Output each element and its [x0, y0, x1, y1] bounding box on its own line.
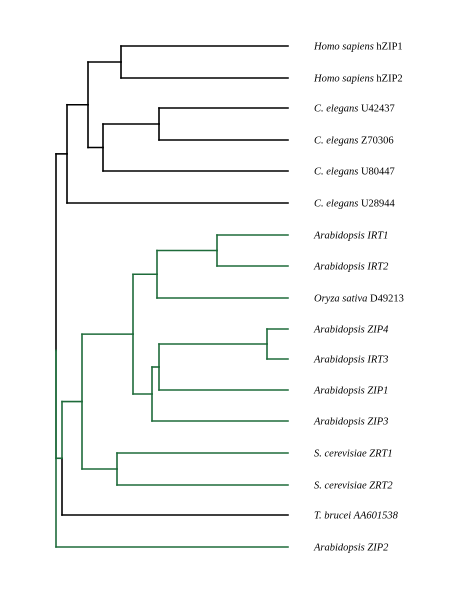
leaf-label-L10: Arabidopsis ZIP4 [313, 325, 389, 336]
accession-id: IRT1 [366, 231, 388, 242]
leaf-label-L12: Arabidopsis ZIP1 [313, 386, 388, 397]
accession-id: ZIP3 [367, 417, 388, 428]
accession-id: IRT3 [366, 355, 388, 366]
leaf-label-L3: C. elegans U42437 [314, 104, 395, 115]
species-name: Arabidopsis [313, 417, 367, 428]
leaf-label-L1: Homo sapiens hZIP1 [313, 42, 403, 53]
accession-id: ZIP4 [367, 325, 389, 336]
accession-id: ZRT2 [369, 481, 393, 492]
species-name: Arabidopsis [313, 325, 367, 336]
leaf-label-L15: S. cerevisiae ZRT2 [314, 481, 393, 492]
species-name: Homo sapiens [313, 42, 376, 53]
leaf-label-L13: Arabidopsis ZIP3 [313, 417, 388, 428]
species-name: Oryza sativa [314, 294, 370, 305]
accession-id: U42437 [361, 104, 395, 115]
accession-id: ZIP2 [367, 543, 389, 554]
accession-id: AA601538 [353, 511, 399, 522]
leaf-label-L7: Arabidopsis IRT1 [313, 231, 388, 242]
accession-id: D49213 [370, 294, 404, 305]
leaf-label-L14: S. cerevisiae ZRT1 [314, 449, 393, 460]
leaf-label-L5: C. elegans U80447 [314, 167, 395, 178]
tree-branches [55, 45, 289, 548]
accession-id: ZIP1 [367, 386, 388, 397]
leaf-label-L4: C. elegans Z70306 [314, 136, 394, 147]
species-name: Arabidopsis [313, 543, 367, 554]
leaf-label-L6: C. elegans U28944 [314, 199, 396, 210]
species-name: Homo sapiens [313, 74, 376, 85]
leaf-label-L8: Arabidopsis IRT2 [313, 262, 389, 273]
species-name: S. cerevisiae [314, 449, 369, 460]
species-name: T. brucei [314, 511, 354, 522]
species-name: Arabidopsis [313, 231, 367, 242]
accession-id: U80447 [361, 167, 395, 178]
species-name: Arabidopsis [313, 355, 367, 366]
leaf-label-L2: Homo sapiens hZIP2 [313, 74, 403, 85]
species-name: C. elegans [314, 136, 361, 147]
leaf-label-L17: Arabidopsis ZIP2 [313, 543, 389, 554]
species-name: C. elegans [314, 104, 361, 115]
accession-id: IRT2 [366, 262, 389, 273]
species-name: Arabidopsis [313, 262, 367, 273]
species-name: S. cerevisiae [314, 481, 369, 492]
accession-id: ZRT1 [369, 449, 392, 460]
leaf-label-L11: Arabidopsis IRT3 [313, 355, 388, 366]
species-name: C. elegans [314, 199, 361, 210]
species-name: Arabidopsis [313, 386, 367, 397]
accession-id: U28944 [361, 199, 396, 210]
species-name: C. elegans [314, 167, 361, 178]
accession-id: hZIP2 [376, 74, 402, 85]
leaf-label-L16: T. brucei AA601538 [314, 511, 399, 522]
accession-id: Z70306 [361, 136, 394, 147]
accession-id: hZIP1 [376, 42, 402, 53]
leaf-label-L9: Oryza sativa D49213 [314, 294, 404, 305]
